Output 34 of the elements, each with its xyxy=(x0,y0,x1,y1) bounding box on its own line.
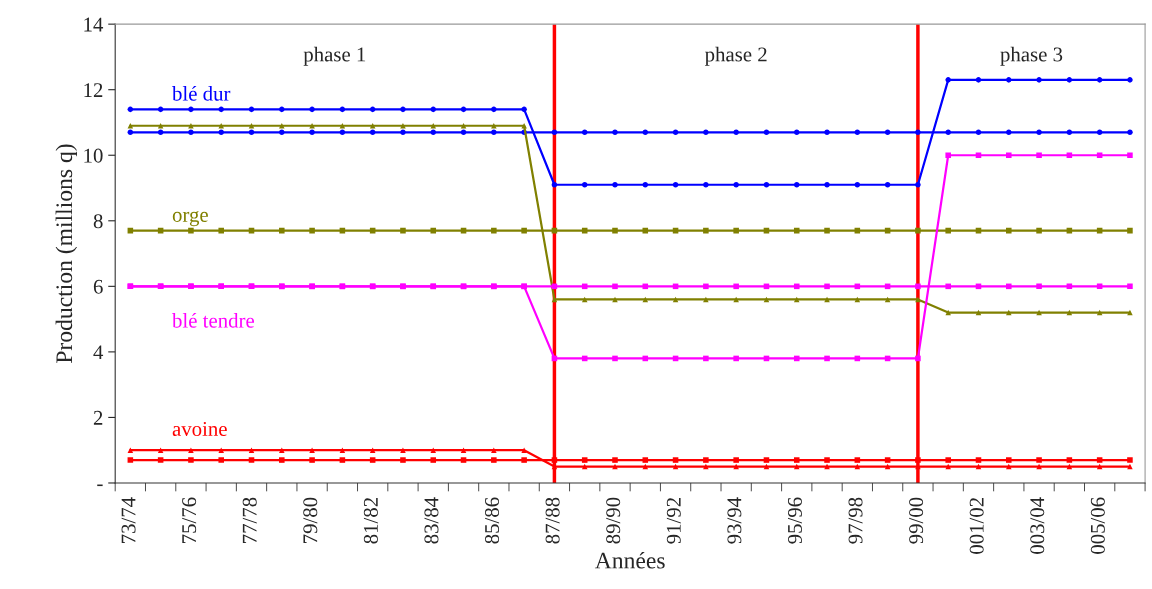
y-tick-label: - xyxy=(97,484,103,487)
series-label: blé tendre xyxy=(172,312,254,328)
x-tick-label: 93/94 xyxy=(727,497,742,544)
x-tick-label: 79/80 xyxy=(303,497,318,543)
x-tick-label: 001/02 xyxy=(969,498,984,554)
y-tick-label: 10 xyxy=(84,148,103,163)
y-tick-label: 8 xyxy=(93,214,103,229)
series-label: blé dur xyxy=(172,86,231,101)
x-tick-label: 77/78 xyxy=(242,497,257,543)
y-tick-label: 6 xyxy=(93,279,103,294)
x-tick-label: 91/92 xyxy=(666,498,681,544)
x-tick-label: 73/74 xyxy=(121,497,136,543)
series-label: orge xyxy=(172,211,208,227)
annotation: phase 2 xyxy=(704,46,767,66)
x-tick-label: 75/76 xyxy=(182,497,197,543)
x-tick-label: 83/84 xyxy=(424,497,439,544)
x-tick-label: 99/00 xyxy=(909,497,924,544)
x-tick-label: 97/98 xyxy=(848,497,863,544)
x-tick-label: 81/82 xyxy=(363,498,378,544)
x-tick-label: 005/06 xyxy=(1090,497,1105,554)
y-tick-label: 4 xyxy=(93,345,104,360)
x-tick-label: 003/04 xyxy=(1030,497,1045,554)
x-tick-label: 95/96 xyxy=(787,497,802,544)
y-tick-label: 14 xyxy=(84,17,104,32)
x-tick-label: 89/90 xyxy=(606,497,621,544)
annotation: phase 3 xyxy=(1000,46,1063,66)
y-axis-title: Production (millions q) xyxy=(55,144,78,364)
x-tick-label: 87/88 xyxy=(545,497,560,544)
series-label: avoine xyxy=(172,421,227,436)
y-tick-label: 12 xyxy=(84,83,103,97)
y-tick-label: 2 xyxy=(93,410,103,425)
annotation: phase 1 xyxy=(303,46,366,66)
x-axis-title: Années xyxy=(594,551,665,569)
x-tick-label: 85/86 xyxy=(484,497,500,544)
